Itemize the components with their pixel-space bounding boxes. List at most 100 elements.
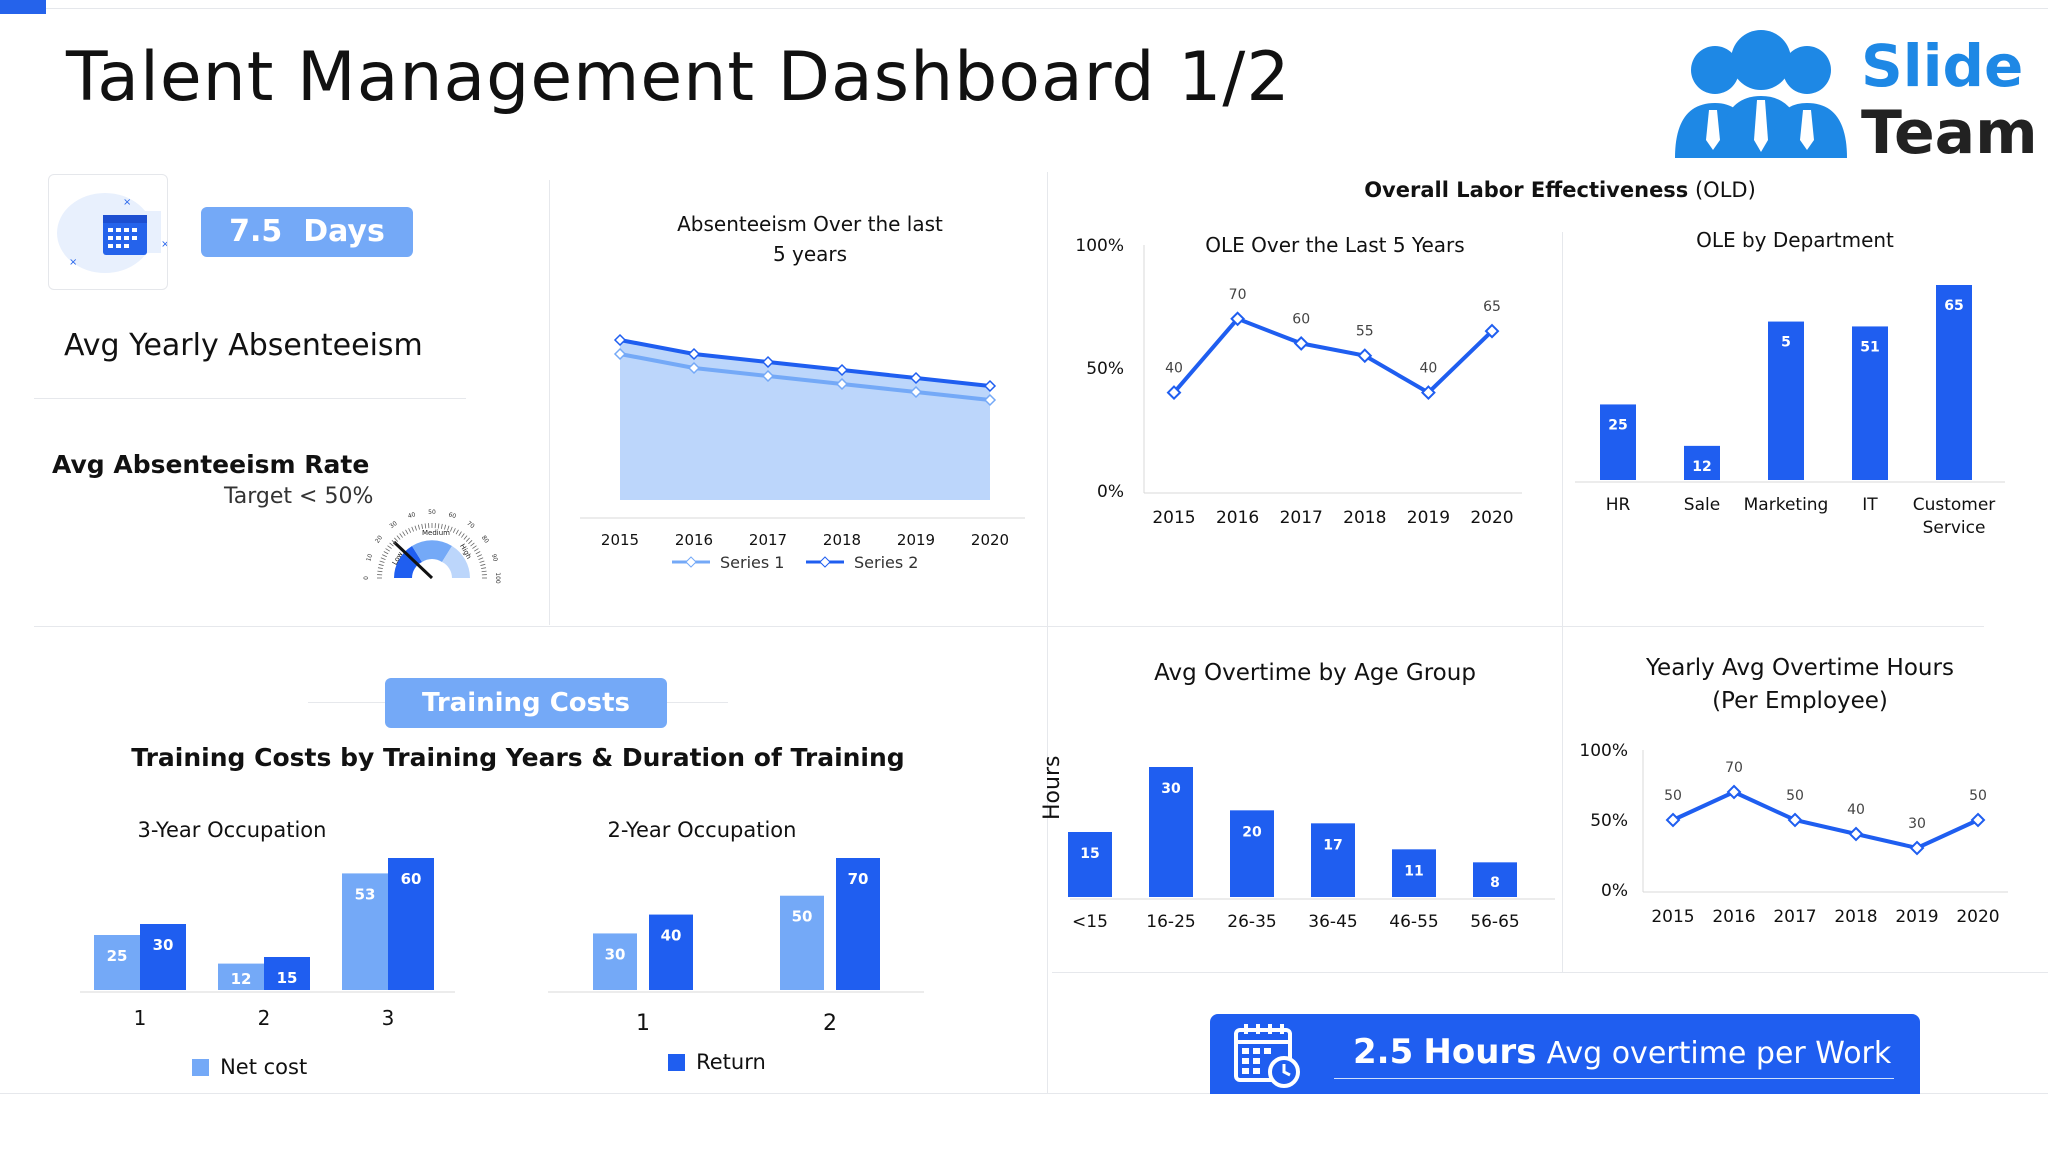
gauge-tick-mark	[408, 528, 412, 533]
data-point	[1726, 784, 1742, 800]
bar	[1068, 832, 1112, 897]
bar-return	[388, 858, 434, 990]
training-2y-title: 2-Year Occupation	[607, 818, 797, 842]
gauge-tick-mark	[383, 551, 389, 555]
x-tick-label: Sale	[1684, 495, 1720, 515]
bar-return	[140, 924, 186, 990]
x-tick-label: Customer	[1913, 495, 1996, 515]
divider-h1	[34, 626, 1984, 627]
x-tick-label: 2015	[601, 531, 639, 549]
bar-value-label: 25	[107, 947, 128, 965]
gauge-tick-mark	[478, 557, 484, 560]
data-point	[1357, 348, 1373, 364]
legend-return-label: Return	[696, 1050, 766, 1074]
series-1-point	[983, 393, 997, 407]
x-tick-label: Marketing	[1744, 495, 1829, 515]
gauge-tick-mark	[378, 563, 384, 566]
data-label: 40	[1419, 361, 1437, 377]
bar-value-label: 20	[1242, 824, 1262, 840]
y-tick-label: 0%	[1601, 881, 1628, 901]
data-point	[1848, 826, 1864, 842]
x-tick-label: IT	[1862, 495, 1878, 515]
area-series-2-fill	[620, 340, 990, 500]
divider-v2	[1047, 172, 1048, 1094]
data-point	[1230, 311, 1246, 327]
x-tick-label: 2020	[971, 531, 1009, 549]
gauge-tick-mark	[479, 560, 485, 563]
overtime-yearly-title-1: Yearly Avg Overtime Hours	[1646, 655, 1954, 681]
gauge-tick-mark	[394, 537, 399, 542]
data-point	[1484, 323, 1500, 339]
x-tick-label: 46-55	[1389, 912, 1438, 932]
x-tick-label: 2019	[1407, 508, 1450, 528]
gauge-tick-mark	[377, 567, 383, 570]
series-2-line	[619, 338, 991, 388]
data-label: 50	[1786, 788, 1804, 804]
gauge-tick-mark	[396, 535, 401, 540]
x-tick-label: 2017	[749, 531, 787, 549]
bar-value-label: 25	[1608, 417, 1627, 433]
x-tick-label: 2019	[897, 531, 935, 549]
logo-people-icon	[1675, 30, 1847, 158]
data-label: 40	[1847, 802, 1865, 818]
gauge-tick-mark	[470, 542, 475, 547]
training-costs-pill: Training Costs	[385, 678, 667, 728]
gauge-high-band	[442, 546, 470, 578]
gauge-tick-label: 40	[407, 511, 417, 520]
series-2-point	[761, 355, 775, 369]
bar-value-label: 11	[1404, 863, 1423, 879]
avg-yearly-absenteeism-label: Avg Yearly Absenteeism	[64, 328, 423, 363]
bar-value-label: 30	[1161, 781, 1181, 797]
series-1-point	[761, 369, 775, 383]
bar	[1852, 326, 1888, 480]
series-1-point	[687, 361, 701, 375]
bar-return	[836, 858, 880, 990]
absenteeism-days-pill: 7.5 Days	[201, 207, 413, 257]
bar-value-label: 8	[1490, 875, 1500, 891]
data-label: 30	[1908, 816, 1926, 832]
y-tick-label: 50%	[1590, 811, 1628, 831]
gauge-tick-mark	[391, 540, 396, 545]
divider-h2	[34, 398, 466, 399]
divider-h3	[1052, 972, 2048, 973]
bar-value-label: 17	[1323, 837, 1342, 853]
ole-section-title-bold: Overall Labor Effectiveness	[1364, 178, 1689, 202]
bar	[1473, 862, 1517, 897]
overtime-age-bar-chart: 15 <15 30 16-25 20 26-35 17 36-45 11 46-55 8 56-65	[1068, 767, 1555, 932]
data-point	[1909, 840, 1925, 856]
gauge-tick-label: 60	[448, 511, 458, 520]
bar-value-label: 5	[1781, 335, 1791, 351]
gauge-tick-label: 10	[365, 553, 374, 563]
y-tick-label: 0%	[1097, 482, 1124, 502]
data-point	[1420, 385, 1436, 401]
gauge-tick-mark	[475, 551, 481, 555]
legend-return: Return	[668, 1050, 766, 1074]
gauge-tick-mark	[380, 557, 386, 560]
gauge-tick-mark	[472, 545, 477, 549]
bar-net-cost	[342, 873, 388, 990]
bar-value-label: 12	[1692, 459, 1711, 475]
gauge-tick-mark	[463, 535, 468, 540]
legend-series-2-marker	[819, 556, 831, 568]
bar-value-label: 51	[1860, 339, 1879, 355]
gauge-tick-mark	[424, 523, 427, 529]
series-2-point	[835, 363, 849, 377]
x-tick-label: HR	[1606, 495, 1631, 515]
bar-net-cost	[218, 963, 264, 990]
gauge-tick-mark	[468, 540, 473, 545]
x-tick-label: 2018	[1343, 508, 1386, 528]
gauge-tick-mark	[481, 567, 487, 570]
x-tick-label-line2: Service	[1923, 518, 1986, 538]
y-tick-label: 50%	[1086, 359, 1124, 379]
calendar-card: × × ×	[48, 174, 169, 290]
gauge-tick-mark	[480, 563, 486, 566]
y-tick-label: 100%	[1579, 741, 1628, 761]
data-label: 70	[1229, 287, 1247, 303]
data-label: 40	[1165, 361, 1183, 377]
ole-years-title: OLE Over the Last 5 Years	[1205, 233, 1465, 257]
x-tick-label: 1	[636, 1011, 650, 1036]
ole-dept-bar-chart: 25 HR 12 Sale 5 Marketing 51 IT 65 Customer Servic…	[1575, 285, 2005, 538]
gauge-tick-mark	[405, 529, 409, 535]
ole-section-title-rest: (OLD)	[1688, 178, 1756, 202]
